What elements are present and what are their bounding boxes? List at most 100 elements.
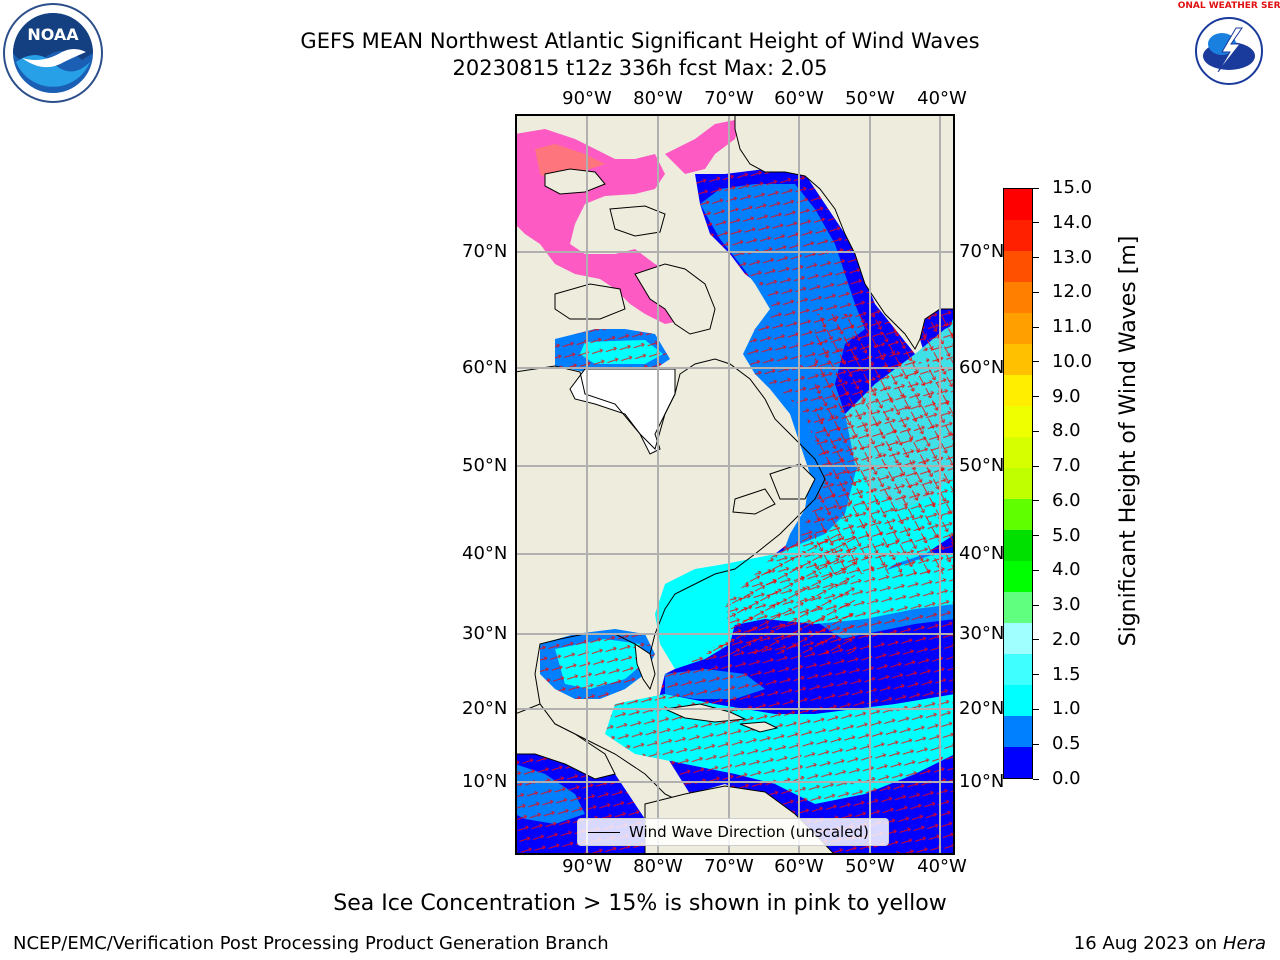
lat-label-right-20n: 20°N	[959, 698, 1005, 719]
florida	[634, 642, 656, 691]
colorbar-segment	[1004, 282, 1032, 313]
colorbar-ticks: 15.0 14.0 13.0 12.0 11.0 10.0 9.0 8.0 7.0 6.0 5.0 4…	[1033, 178, 1093, 789]
colorbar-tick-mark	[1033, 778, 1039, 780]
colorbar-tick-label: 3.0	[1052, 594, 1081, 616]
colorbar-segment	[1004, 220, 1032, 251]
lon-label-bottom-60w: 60°W	[774, 856, 824, 877]
footer-branch: NCEP/EMC/Verification Post Processing Pr…	[13, 933, 609, 954]
colorbar-tick-label: 0.5	[1052, 733, 1081, 755]
lat-label-left-40n: 40°N	[462, 543, 508, 564]
footer-host: Hera	[1222, 933, 1266, 954]
colorbar-segment	[1004, 375, 1032, 406]
colorbar-tick-label: 12.0	[1052, 281, 1093, 303]
colorbar-segment	[1004, 313, 1032, 344]
footer-date: 16 Aug 2023 on Hera	[1074, 933, 1266, 954]
colorbar-tick-mark	[1033, 396, 1039, 398]
north-america-coast	[515, 358, 826, 855]
colorbar-tick-mark	[1033, 639, 1039, 641]
colorbar-segments	[1004, 189, 1032, 778]
mexico	[515, 703, 616, 780]
hispaniola	[739, 721, 779, 733]
arctic-island-1	[544, 168, 606, 195]
colorbar-tick-mark	[1033, 535, 1039, 537]
lat-label-right-10n: 10°N	[959, 771, 1005, 792]
lat-label-left-60n: 60°N	[462, 357, 508, 378]
colorbar-segment	[1004, 623, 1032, 654]
colorbar-tick-label: 0.0	[1052, 768, 1081, 789]
footer-date-text: 16 Aug 2023 on	[1073, 933, 1218, 954]
colorbar-segment	[1004, 716, 1032, 747]
colorbar-segment	[1004, 437, 1032, 468]
colorbar-tick-mark	[1033, 674, 1039, 676]
lon-label-top-80w: 80°W	[633, 88, 683, 109]
lat-label-left-70n: 70°N	[462, 241, 508, 262]
colorbar-tick-mark	[1033, 465, 1039, 467]
nova-scotia	[732, 488, 776, 515]
colorbar-tick-label: 2.0	[1052, 628, 1081, 650]
lon-label-bottom-40w: 40°W	[917, 856, 967, 877]
colorbar-tick-mark	[1033, 500, 1039, 502]
colorbar-tick-mark	[1033, 361, 1039, 363]
baffin-island	[634, 263, 716, 335]
colorbar-tick-label: 10.0	[1052, 350, 1093, 372]
lon-label-bottom-50w: 50°W	[845, 856, 895, 877]
lon-label-top-40w: 40°W	[917, 88, 967, 109]
colorbar-tick-mark	[1033, 257, 1039, 259]
sea-ice-2	[665, 119, 740, 174]
caption: Sea Ice Concentration > 15% is shown in …	[333, 891, 947, 916]
colorbar-segment	[1004, 561, 1032, 592]
lon-label-top-50w: 50°W	[845, 88, 895, 109]
colorbar-segment	[1004, 406, 1032, 437]
lon-label-bottom-70w: 70°W	[704, 856, 754, 877]
lon-label-top-90w: 90°W	[562, 88, 612, 109]
lon-label-bottom-80w: 80°W	[633, 856, 683, 877]
colorbar-segment	[1004, 685, 1032, 716]
lon-label-top-60w: 60°W	[774, 88, 824, 109]
colorbar-tick-label: 6.0	[1052, 489, 1081, 511]
arctic-island-3	[554, 283, 626, 320]
lat-label-right-40n: 40°N	[959, 543, 1005, 564]
colorbar-tick-label: 14.0	[1052, 211, 1093, 233]
map-legend: Wind Wave Direction (unscaled)	[577, 818, 889, 846]
colorbar-tick-mark	[1033, 743, 1039, 745]
noaa-logo-text: NOAA	[27, 25, 79, 44]
colorbar-tick-label: 15.0	[1052, 177, 1093, 198]
lat-label-right-30n: 30°N	[959, 623, 1005, 644]
nws-logo: NATIONAL WEATHER SERVICE	[1154, 0, 1280, 102]
noaa-logo: NOAA	[2, 2, 104, 104]
colorbar-segment	[1004, 592, 1032, 623]
lat-label-left-30n: 30°N	[462, 623, 508, 644]
colorbar-tick-label: 1.5	[1052, 663, 1081, 685]
colorbar-tick-label: 9.0	[1052, 385, 1081, 407]
colorbar-segment	[1004, 530, 1032, 561]
colorbar-segment	[1004, 468, 1032, 499]
lat-label-right-70n: 70°N	[959, 241, 1005, 262]
lat-label-right-60n: 60°N	[959, 357, 1005, 378]
colorbar-tick-mark	[1033, 708, 1039, 710]
legend-line	[588, 832, 620, 833]
colorbar-tick-label: 7.0	[1052, 455, 1081, 477]
colorbar-segment	[1004, 654, 1032, 685]
greenland	[734, 114, 955, 350]
graticule	[515, 114, 955, 855]
colorbar-tick-label: 1.0	[1052, 698, 1081, 720]
lon-label-top-70w: 70°W	[704, 88, 754, 109]
lat-label-right-50n: 50°N	[959, 455, 1005, 476]
colorbar-tick-mark	[1033, 569, 1039, 571]
colorbar-label: Significant Height of Wind Waves [m]	[1116, 235, 1141, 647]
nws-logo-text: NATIONAL WEATHER SERVICE	[1178, 1, 1280, 11]
colorbar-tick-mark	[1033, 326, 1039, 328]
colorbar-tick-mark	[1033, 604, 1039, 606]
lat-label-left-10n: 10°N	[462, 771, 508, 792]
colorbar-segment	[1004, 747, 1032, 778]
colorbar-tick-label: 13.0	[1052, 246, 1093, 268]
page-subtitle: 20230815 t12z 336h fcst Max: 2.05	[452, 56, 828, 80]
colorbar-segment	[1004, 499, 1032, 530]
colorbar-tick-label: 5.0	[1052, 524, 1081, 546]
colorbar-segment	[1004, 344, 1032, 375]
colorbar-tick-mark	[1033, 222, 1039, 224]
lat-label-left-20n: 20°N	[462, 698, 508, 719]
lat-label-left-50n: 50°N	[462, 455, 508, 476]
wave-arrows-north	[815, 314, 955, 574]
colorbar-segment	[1004, 189, 1032, 220]
